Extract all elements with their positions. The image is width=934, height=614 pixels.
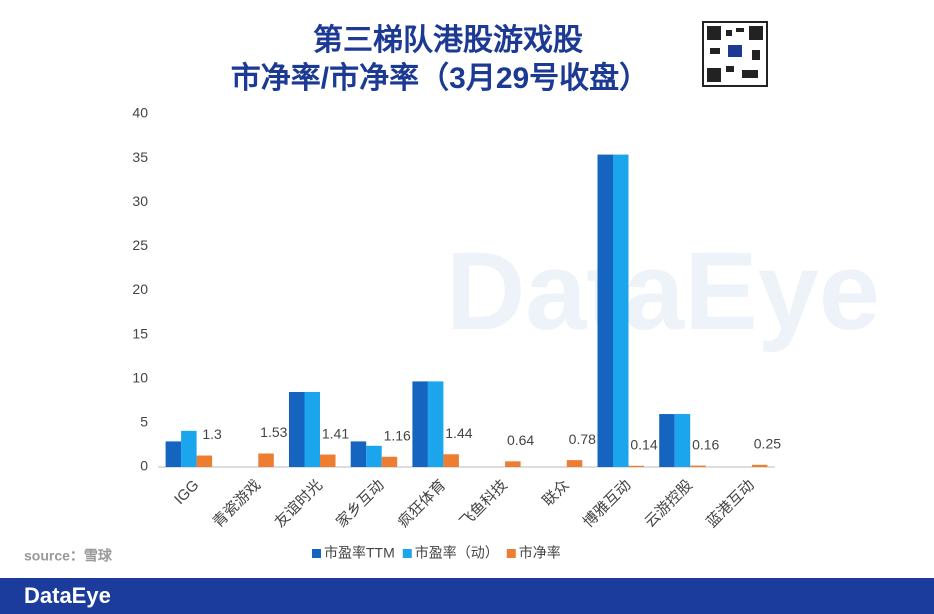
y-tick-label: 5 [140,414,148,430]
bar [412,381,428,467]
source: source：雪球 [24,548,113,564]
bar [165,441,182,467]
data-label: 1.41 [322,425,349,441]
bar [505,461,521,467]
data-label: 0.25 [754,435,781,451]
bar [181,430,197,467]
y-tick-label: 15 [132,325,148,341]
bar [690,465,706,467]
legend-swatch [312,549,321,558]
data-label: 0.64 [507,432,534,448]
bar [289,391,305,467]
data-label: 1.53 [260,424,287,440]
bar [381,456,398,467]
footer-logo: DataEye [24,583,111,608]
bar [751,464,768,467]
bar [628,465,644,467]
y-tick-label: 25 [132,237,148,253]
bar [366,445,382,467]
y-tick-label: 20 [132,281,148,297]
y-tick-label: 10 [132,369,148,385]
bar [320,454,336,467]
y-tick-label: 40 [132,105,148,121]
bar [597,154,613,467]
footer-bar [0,578,934,614]
bar [613,154,629,467]
bar [443,454,459,467]
legend-label: 市净率 [519,545,561,561]
watermark: DataEye [446,230,880,353]
data-label: 0.16 [692,436,719,452]
bar [304,391,320,467]
y-tick-label: 0 [140,458,148,474]
legend-label: 市盈率（动） [415,545,499,561]
bar [350,441,367,467]
data-label: 1.44 [445,425,472,441]
bar [427,381,444,467]
data-label: 0.78 [569,431,596,447]
qr-code [702,21,768,87]
bar [196,455,213,467]
data-label: 1.16 [384,427,411,443]
bar [566,460,583,467]
bar [674,414,691,467]
bar [258,453,274,467]
chart-subtitle: 市净率/市净率（3月29号收盘） [231,61,649,95]
data-label: 1.3 [202,426,222,442]
y-tick-label: 30 [132,193,148,209]
bar [659,414,675,467]
legend-swatch [402,549,412,558]
chart-title: 第三梯队港股游戏股 [313,23,583,57]
data-label: 0.14 [630,436,657,452]
legend-label: 市盈率TTM [324,545,395,561]
legend-swatch [506,549,516,558]
y-tick-label: 35 [132,149,148,165]
